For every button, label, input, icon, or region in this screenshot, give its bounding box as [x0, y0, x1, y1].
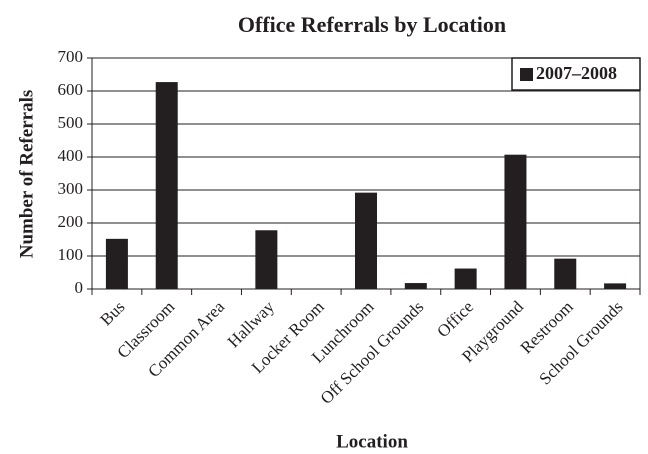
bar	[554, 258, 577, 289]
y-tick-label: 100	[58, 245, 84, 264]
y-tick-label: 500	[58, 113, 84, 132]
x-axis-label: Location	[336, 431, 408, 452]
y-axis-label: Number of Referrals	[16, 90, 37, 259]
y-tick-label: 400	[58, 146, 84, 165]
bar	[255, 230, 278, 289]
y-tick-label: 0	[75, 278, 84, 297]
bar	[404, 283, 427, 289]
x-tick-label: Bus	[96, 297, 128, 329]
y-tick-label: 200	[58, 212, 84, 231]
chart-title: Office Referrals by Location	[238, 12, 506, 37]
bar	[504, 154, 527, 289]
bar	[155, 82, 178, 289]
legend-swatch	[520, 68, 533, 81]
legend-label: 2007–2008	[536, 63, 617, 83]
bar	[105, 238, 128, 289]
y-tick-label: 700	[58, 47, 84, 66]
y-tick-label: 300	[58, 179, 84, 198]
bar	[454, 268, 477, 289]
x-tick-label: Office	[433, 297, 477, 341]
y-tick-label: 600	[58, 80, 84, 99]
bar	[355, 192, 377, 289]
legend-box	[511, 57, 641, 91]
bar	[604, 283, 627, 289]
